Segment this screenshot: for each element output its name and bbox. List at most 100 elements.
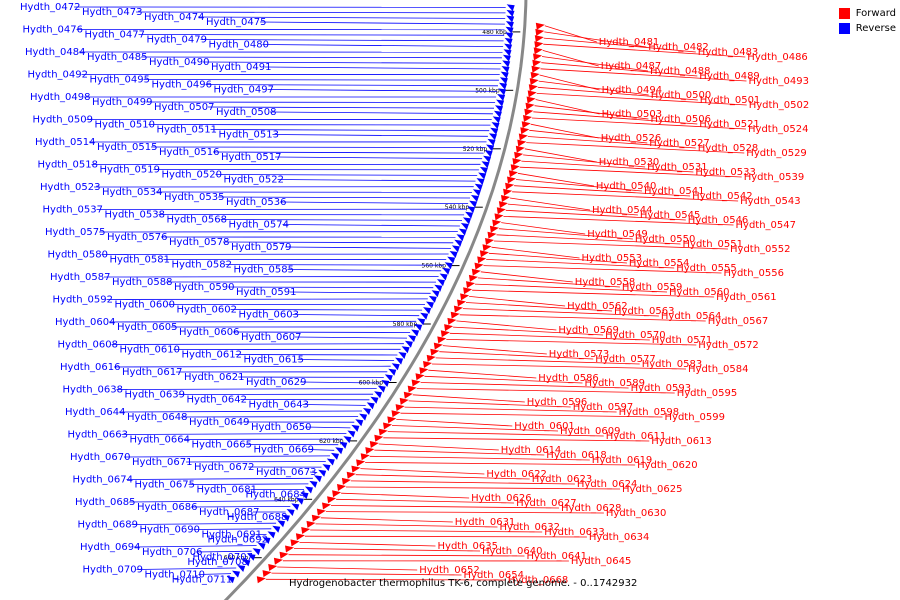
reverse-gene-label[interactable]: Hydth_0515 [97,142,158,153]
forward-gene-label[interactable]: Hydth_0559 [622,282,683,293]
reverse-gene-label[interactable]: Hydth_0508 [216,107,277,118]
forward-gene-label[interactable]: Hydth_0549 [587,229,648,240]
forward-gene-label[interactable]: Hydth_0488 [650,66,711,77]
forward-gene-label[interactable]: Hydth_0521 [699,119,760,130]
reverse-gene-label[interactable]: Hydth_0575 [45,227,106,238]
forward-gene-label[interactable]: Hydth_0501 [700,95,761,106]
forward-gene-label[interactable]: Hydth_0483 [698,47,759,58]
forward-gene-label[interactable]: Hydth_0533 [695,167,756,178]
reverse-gene-label[interactable]: Hydth_0579 [231,242,292,253]
reverse-gene-label[interactable]: Hydth_0681 [197,485,258,496]
forward-gene-label[interactable]: Hydth_0623 [532,474,593,485]
forward-gene-label[interactable]: Hydth_0527 [649,138,710,149]
forward-gene-label[interactable]: Hydth_0593 [631,383,692,394]
reverse-gene-label[interactable]: Hydth_0511 [157,125,218,136]
forward-gene-label[interactable]: Hydth_0502 [749,100,810,111]
forward-gene-label[interactable]: Hydth_0620 [637,460,698,471]
forward-gene-label[interactable]: Hydth_0555 [676,263,737,274]
forward-gene-label[interactable]: Hydth_0561 [716,292,777,303]
reverse-gene-label[interactable]: Hydth_0484 [25,47,86,58]
forward-gene-label[interactable]: Hydth_0530 [599,157,660,168]
forward-gene-label[interactable]: Hydth_0613 [651,436,712,447]
reverse-gene-label[interactable]: Hydth_0513 [219,130,280,141]
reverse-gene-label[interactable]: Hydth_0684 [246,490,307,501]
reverse-gene-label[interactable]: Hydth_0582 [172,260,233,271]
reverse-gene-label[interactable]: Hydth_0495 [90,75,151,86]
forward-gene-label[interactable]: Hydth_0553 [582,253,643,264]
forward-gene-label[interactable]: Hydth_0540 [596,181,657,192]
forward-gene-label[interactable]: Hydth_0552 [730,244,791,255]
forward-gene-label[interactable]: Hydth_0622 [486,469,547,480]
forward-gene-label[interactable]: Hydth_0595 [677,388,738,399]
reverse-gene-label[interactable]: Hydth_0706 [142,547,203,558]
forward-gene-label[interactable]: Hydth_0645 [571,556,632,567]
forward-gene-label[interactable]: Hydth_0524 [748,124,809,135]
reverse-gene-label[interactable]: Hydth_0510 [95,120,156,131]
forward-gene-label[interactable]: Hydth_0563 [614,306,675,317]
reverse-gene-label[interactable]: Hydth_0574 [229,220,290,231]
reverse-gene-label[interactable]: Hydth_0507 [154,102,215,113]
reverse-gene-label[interactable]: Hydth_0587 [50,272,111,283]
reverse-gene-label[interactable]: Hydth_0694 [80,542,141,553]
reverse-gene-label[interactable]: Hydth_0650 [251,422,312,433]
reverse-gene-label[interactable]: Hydth_0516 [159,147,220,158]
reverse-gene-label[interactable]: Hydth_0603 [239,310,300,321]
reverse-gene-label[interactable]: Hydth_0523 [40,182,101,193]
reverse-gene-label[interactable]: Hydth_0669 [254,445,315,456]
forward-gene-label[interactable]: Hydth_0583 [642,359,703,370]
reverse-gene-label[interactable]: Hydth_0604 [55,317,116,328]
reverse-gene-label[interactable]: Hydth_0491 [211,62,272,73]
reverse-gene-label[interactable]: Hydth_0537 [43,205,104,216]
reverse-gene-label[interactable]: Hydth_0617 [122,367,183,378]
reverse-gene-label[interactable]: Hydth_0670 [70,452,131,463]
reverse-gene-label[interactable]: Hydth_0621 [184,372,245,383]
reverse-gene-label[interactable]: Hydth_0616 [60,362,121,373]
reverse-gene-label[interactable]: Hydth_0605 [117,322,178,333]
reverse-gene-label[interactable]: Hydth_0710 [145,570,206,581]
reverse-gene-label[interactable]: Hydth_0536 [226,197,287,208]
reverse-gene-label[interactable]: Hydth_0608 [58,340,119,351]
forward-gene-label[interactable]: Hydth_0597 [573,402,634,413]
forward-gene-label[interactable]: Hydth_0632 [500,522,561,533]
forward-gene-label[interactable]: Hydth_0626 [471,493,531,504]
forward-gene-label[interactable]: Hydth_0635 [438,541,499,552]
reverse-gene-label[interactable]: Hydth_0648 [127,412,188,423]
forward-gene-label[interactable]: Hydth_0630 [606,508,667,519]
forward-gene-label[interactable]: Hydth_0668 [508,575,569,586]
forward-gene-label[interactable]: Hydth_0531 [647,162,708,173]
reverse-gene-label[interactable]: Hydth_0496 [152,80,213,91]
forward-gene-label[interactable]: Hydth_0634 [589,532,650,543]
forward-gene-label[interactable]: Hydth_0611 [606,431,667,442]
reverse-gene-label[interactable]: Hydth_0588 [112,277,173,288]
reverse-gene-label[interactable]: Hydth_0686 [137,502,198,513]
reverse-gene-label[interactable]: Hydth_0642 [187,395,248,406]
reverse-gene-label[interactable]: Hydth_0485 [87,52,148,63]
forward-gene-label[interactable]: Hydth_0601 [514,421,575,432]
reverse-gene-label[interactable]: Hydth_0689 [78,520,139,531]
forward-gene-label[interactable]: Hydth_0526 [601,133,662,144]
forward-gene-label[interactable]: Hydth_0625 [622,484,683,495]
reverse-gene-label[interactable]: Hydth_0517 [221,152,282,163]
reverse-gene-label[interactable]: Hydth_0663 [68,430,129,441]
forward-gene-label[interactable]: Hydth_0556 [724,268,785,279]
forward-gene-label[interactable]: Hydth_0596 [527,397,588,408]
reverse-gene-label[interactable]: Hydth_0644 [65,407,126,418]
forward-gene-label[interactable]: Hydth_0619 [592,455,653,466]
forward-gene-label[interactable]: Hydth_0640 [482,546,543,557]
reverse-gene-label[interactable]: Hydth_0535 [164,192,225,203]
reverse-gene-label[interactable]: Hydth_0711 [172,575,233,586]
forward-gene-label[interactable]: Hydth_0481 [599,37,660,48]
forward-gene-label[interactable]: Hydth_0542 [692,191,753,202]
forward-gene-label[interactable]: Hydth_0627 [516,498,577,509]
reverse-gene-label[interactable]: Hydth_0690 [140,525,201,536]
reverse-gene-label[interactable]: Hydth_0591 [236,287,297,298]
forward-gene-label[interactable]: Hydth_0550 [635,234,696,245]
reverse-gene-label[interactable]: Hydth_0475 [206,17,267,28]
reverse-gene-label[interactable]: Hydth_0688 [227,512,288,523]
reverse-gene-label[interactable]: Hydth_0477 [85,30,146,41]
reverse-gene-label[interactable]: Hydth_0639 [125,390,186,401]
reverse-gene-label[interactable]: Hydth_0600 [115,300,176,311]
reverse-gene-label[interactable]: Hydth_0707 [193,552,254,563]
forward-gene-label[interactable]: Hydth_0564 [661,311,722,322]
reverse-gene-label[interactable]: Hydth_0692 [208,535,269,546]
